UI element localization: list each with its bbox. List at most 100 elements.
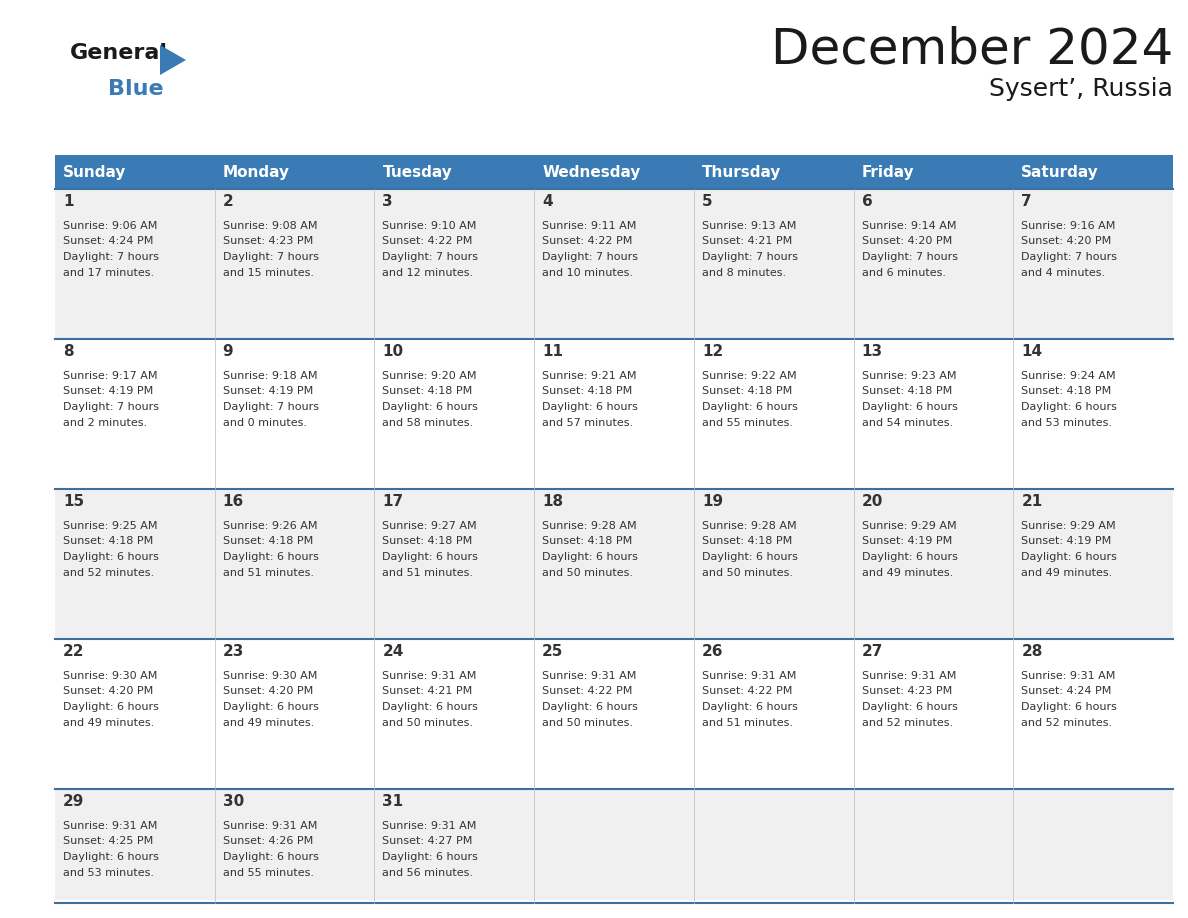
Text: and 50 minutes.: and 50 minutes. — [542, 567, 633, 577]
Text: Sunrise: 9:08 AM: Sunrise: 9:08 AM — [222, 221, 317, 231]
Text: Sunrise: 9:30 AM: Sunrise: 9:30 AM — [222, 671, 317, 681]
Text: Sunset: 4:18 PM: Sunset: 4:18 PM — [383, 386, 473, 397]
Text: Daylight: 7 hours: Daylight: 7 hours — [222, 252, 318, 262]
Text: Sunset: 4:19 PM: Sunset: 4:19 PM — [861, 536, 952, 546]
Text: 3: 3 — [383, 194, 393, 209]
Text: Sunset: 4:18 PM: Sunset: 4:18 PM — [702, 536, 792, 546]
Text: and 52 minutes.: and 52 minutes. — [1022, 718, 1112, 727]
Text: Sunset: 4:25 PM: Sunset: 4:25 PM — [63, 836, 153, 846]
Text: Sunrise: 9:18 AM: Sunrise: 9:18 AM — [222, 371, 317, 381]
Text: Daylight: 7 hours: Daylight: 7 hours — [861, 252, 958, 262]
Text: 19: 19 — [702, 494, 723, 509]
Text: Daylight: 7 hours: Daylight: 7 hours — [383, 252, 479, 262]
Text: and 51 minutes.: and 51 minutes. — [383, 567, 474, 577]
Text: Daylight: 6 hours: Daylight: 6 hours — [222, 702, 318, 712]
Text: Daylight: 7 hours: Daylight: 7 hours — [63, 252, 159, 262]
Text: Sunset: 4:22 PM: Sunset: 4:22 PM — [542, 237, 632, 247]
Text: and 6 minutes.: and 6 minutes. — [861, 267, 946, 277]
Bar — [215, 155, 374, 189]
Text: Sysert’, Russia: Sysert’, Russia — [990, 77, 1173, 101]
Text: 23: 23 — [222, 644, 244, 659]
Text: 2: 2 — [222, 194, 234, 209]
Text: Daylight: 6 hours: Daylight: 6 hours — [222, 552, 318, 562]
Bar — [55, 155, 215, 189]
Text: 4: 4 — [542, 194, 552, 209]
Text: and 52 minutes.: and 52 minutes. — [63, 567, 154, 577]
Text: Daylight: 6 hours: Daylight: 6 hours — [542, 402, 638, 412]
Text: and 55 minutes.: and 55 minutes. — [702, 418, 792, 428]
Text: 7: 7 — [1022, 194, 1032, 209]
Text: Sunrise: 9:14 AM: Sunrise: 9:14 AM — [861, 221, 956, 231]
Text: 13: 13 — [861, 344, 883, 359]
Bar — [853, 155, 1013, 189]
Text: and 53 minutes.: and 53 minutes. — [63, 868, 154, 878]
Bar — [535, 155, 694, 189]
Text: 14: 14 — [1022, 344, 1042, 359]
Text: and 2 minutes.: and 2 minutes. — [63, 418, 147, 428]
Text: 5: 5 — [702, 194, 713, 209]
Text: Sunset: 4:18 PM: Sunset: 4:18 PM — [1022, 386, 1112, 397]
Text: and 17 minutes.: and 17 minutes. — [63, 267, 154, 277]
Text: Sunrise: 9:31 AM: Sunrise: 9:31 AM — [222, 821, 317, 831]
Text: Daylight: 6 hours: Daylight: 6 hours — [63, 702, 159, 712]
Text: Sunrise: 9:31 AM: Sunrise: 9:31 AM — [542, 671, 637, 681]
Text: and 56 minutes.: and 56 minutes. — [383, 868, 474, 878]
Text: Sunset: 4:23 PM: Sunset: 4:23 PM — [222, 237, 312, 247]
Text: and 49 minutes.: and 49 minutes. — [1022, 567, 1112, 577]
Text: 12: 12 — [702, 344, 723, 359]
Text: Sunset: 4:18 PM: Sunset: 4:18 PM — [861, 386, 952, 397]
Text: Daylight: 7 hours: Daylight: 7 hours — [542, 252, 638, 262]
Text: Sunrise: 9:31 AM: Sunrise: 9:31 AM — [702, 671, 796, 681]
Text: 1: 1 — [63, 194, 74, 209]
Text: and 12 minutes.: and 12 minutes. — [383, 267, 474, 277]
Text: Sunrise: 9:21 AM: Sunrise: 9:21 AM — [542, 371, 637, 381]
Text: 15: 15 — [63, 494, 84, 509]
Text: General: General — [70, 43, 168, 63]
Text: Sunset: 4:18 PM: Sunset: 4:18 PM — [542, 386, 632, 397]
Text: Sunset: 4:24 PM: Sunset: 4:24 PM — [63, 237, 153, 247]
Text: 10: 10 — [383, 344, 404, 359]
Bar — [55, 639, 1173, 789]
Text: Blue: Blue — [108, 79, 164, 99]
Text: Daylight: 6 hours: Daylight: 6 hours — [383, 402, 479, 412]
Text: Daylight: 7 hours: Daylight: 7 hours — [702, 252, 798, 262]
Text: Sunset: 4:18 PM: Sunset: 4:18 PM — [542, 536, 632, 546]
Text: Sunset: 4:19 PM: Sunset: 4:19 PM — [222, 386, 312, 397]
Text: Sunrise: 9:23 AM: Sunrise: 9:23 AM — [861, 371, 956, 381]
Text: and 15 minutes.: and 15 minutes. — [222, 267, 314, 277]
Text: Sunset: 4:27 PM: Sunset: 4:27 PM — [383, 836, 473, 846]
Text: Tuesday: Tuesday — [383, 164, 453, 180]
Text: Daylight: 6 hours: Daylight: 6 hours — [861, 552, 958, 562]
Text: 24: 24 — [383, 644, 404, 659]
Text: and 51 minutes.: and 51 minutes. — [702, 718, 792, 727]
Bar — [1013, 155, 1173, 189]
Text: Sunrise: 9:16 AM: Sunrise: 9:16 AM — [1022, 221, 1116, 231]
Text: Sunrise: 9:31 AM: Sunrise: 9:31 AM — [383, 671, 476, 681]
Text: Sunrise: 9:28 AM: Sunrise: 9:28 AM — [702, 521, 796, 531]
Text: Sunday: Sunday — [63, 164, 126, 180]
Bar — [55, 339, 1173, 489]
Text: Daylight: 6 hours: Daylight: 6 hours — [383, 702, 479, 712]
Text: 21: 21 — [1022, 494, 1043, 509]
Text: 20: 20 — [861, 494, 883, 509]
Text: Daylight: 7 hours: Daylight: 7 hours — [63, 402, 159, 412]
Text: Sunset: 4:24 PM: Sunset: 4:24 PM — [1022, 687, 1112, 697]
Text: Saturday: Saturday — [1022, 164, 1099, 180]
Text: Daylight: 6 hours: Daylight: 6 hours — [702, 702, 797, 712]
Text: 18: 18 — [542, 494, 563, 509]
Text: Sunset: 4:21 PM: Sunset: 4:21 PM — [383, 687, 473, 697]
Text: 26: 26 — [702, 644, 723, 659]
Text: Sunset: 4:18 PM: Sunset: 4:18 PM — [222, 536, 312, 546]
Bar — [55, 189, 1173, 339]
Text: Sunset: 4:22 PM: Sunset: 4:22 PM — [383, 237, 473, 247]
Text: and 49 minutes.: and 49 minutes. — [222, 718, 314, 727]
Text: Sunrise: 9:20 AM: Sunrise: 9:20 AM — [383, 371, 476, 381]
Text: December 2024: December 2024 — [771, 25, 1173, 73]
Text: and 58 minutes.: and 58 minutes. — [383, 418, 474, 428]
Text: 17: 17 — [383, 494, 404, 509]
Text: Wednesday: Wednesday — [542, 164, 640, 180]
Text: Daylight: 6 hours: Daylight: 6 hours — [383, 852, 479, 862]
Text: and 51 minutes.: and 51 minutes. — [222, 567, 314, 577]
Text: Sunrise: 9:11 AM: Sunrise: 9:11 AM — [542, 221, 637, 231]
Text: 9: 9 — [222, 344, 233, 359]
